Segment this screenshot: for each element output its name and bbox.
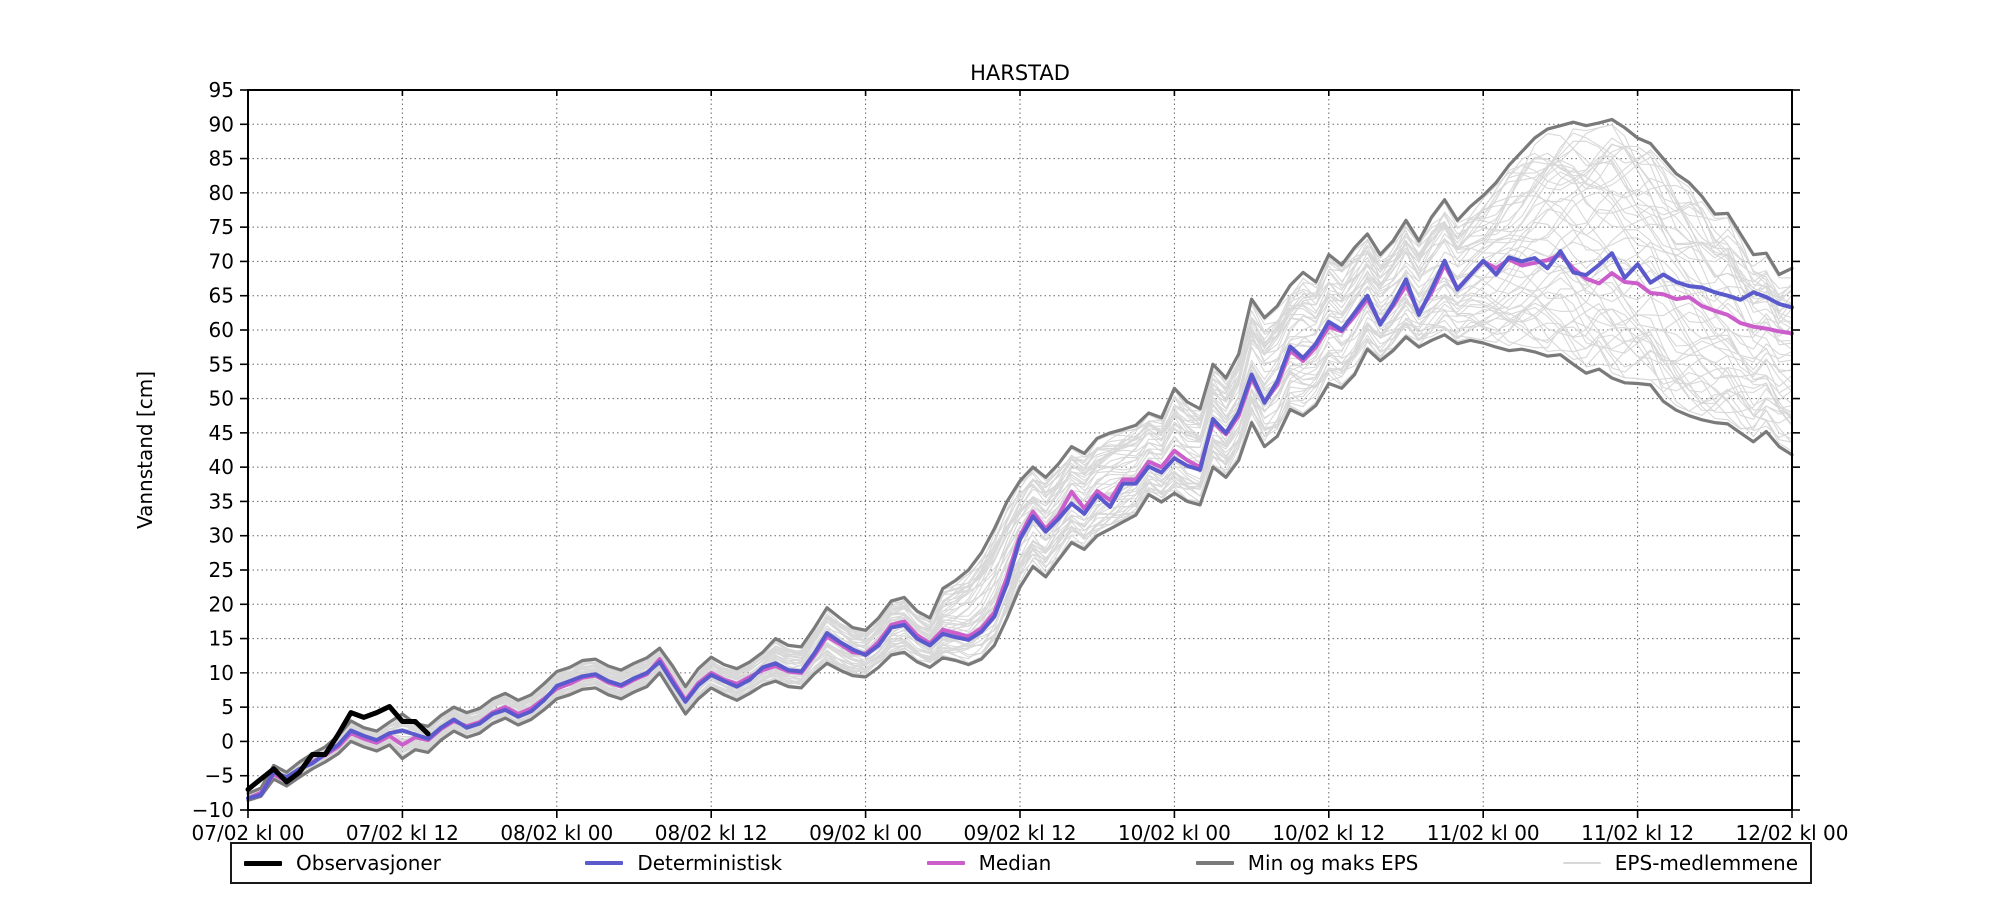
y-tick-label: 50 [209,387,234,411]
chart-title: HARSTAD [970,61,1070,85]
y-tick-label: 60 [209,318,234,342]
y-tick-labels: −10 −5 0 5 10 15 20 25 30 35 40 45 50 55 60 65 70 75 80 85 9… [192,78,234,822]
y-tick-label: 55 [209,352,234,376]
legend-line-sample [1562,862,1601,864]
y-tick-label: 25 [209,558,234,582]
y-tick-label: 95 [209,78,234,102]
legend-line-sample [926,861,965,865]
x-tick-label: 07/02 kl 12 [346,821,459,845]
x-tick-label: 09/02 kl 12 [964,821,1077,845]
x-tick-label: 11/02 kl 00 [1427,821,1540,845]
y-tick-label: 90 [209,112,234,136]
y-tick-label: −10 [192,798,234,822]
x-tick-label: 10/02 kl 00 [1118,821,1231,845]
legend-label: Deterministisk [637,851,783,875]
x-tick-label: 12/02 kl 00 [1736,821,1849,845]
x-tick-label: 08/02 kl 12 [655,821,768,845]
legend-item-observasjoner: Observasjoner [244,851,441,875]
x-tick-label: 09/02 kl 00 [809,821,922,845]
y-axis-label: Vannstand [cm] [133,371,157,529]
y-tick-label: 5 [221,695,234,719]
x-tick-label: 11/02 kl 12 [1581,821,1694,845]
x-tick-label: 08/02 kl 00 [500,821,613,845]
legend-item-min-og-maks-eps: Min og maks EPS [1195,851,1419,875]
legend-item-eps-medlemmene: EPS-medlemmene [1562,851,1798,875]
legend-label: EPS-medlemmene [1614,851,1798,875]
y-tick-label: 30 [209,524,234,548]
y-tick-label: 20 [209,592,234,616]
grid-lines [247,89,1793,811]
x-tick-label: 07/02 kl 00 [192,821,305,845]
legend-label: Median [978,851,1052,875]
y-tick-label: 75 [209,215,234,239]
y-tick-label: 80 [209,181,234,205]
y-tick-label: −5 [205,764,234,788]
y-tick-label: 15 [209,627,234,651]
y-tick-label: 40 [209,455,234,479]
x-tick-label: 10/02 kl 12 [1272,821,1385,845]
y-tick-label: 0 [221,729,234,753]
axis-ticks [240,89,1800,818]
legend-line-sample [244,860,282,866]
legend-item-median: Median [926,851,1052,875]
legend-item-deterministisk: Deterministisk [585,851,782,875]
y-tick-label: 70 [209,249,234,273]
y-tick-label: 35 [209,489,234,513]
y-tick-label: 65 [209,284,234,308]
y-tick-label: 85 [209,147,234,171]
legend-line-sample [585,861,624,865]
y-tick-label: 10 [209,661,234,685]
legend-line-sample [1195,861,1234,865]
legend-label: Observasjoner [296,851,441,875]
x-tick-labels: 07/02 kl 00 07/02 kl 12 08/02 kl 00 08/02 k… [192,821,1849,845]
legend-label: Min og maks EPS [1247,851,1419,875]
y-tick-label: 45 [209,421,234,445]
legend: Observasjoner Deterministisk Median Min og … [230,842,1812,884]
series-lines [245,117,1794,803]
